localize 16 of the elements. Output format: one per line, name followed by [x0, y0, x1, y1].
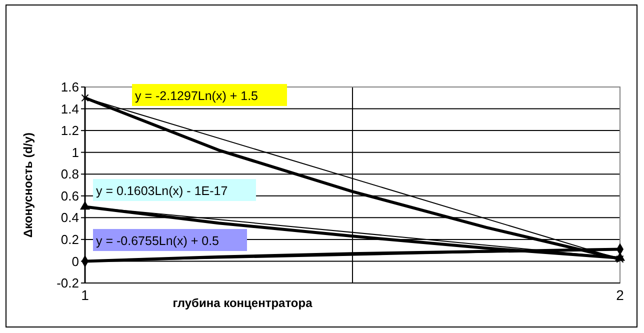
- y-tick-label: 0.8: [60, 166, 79, 182]
- x-axis-title: глубина концентратора: [172, 296, 313, 310]
- y-tick-label: 1.4: [60, 101, 79, 116]
- y-tick-label: 0.4: [60, 210, 79, 226]
- y-tick-label: 1: [72, 144, 79, 160]
- y-tick-label: 0: [72, 254, 79, 269]
- x-tick-label: 2: [616, 287, 624, 303]
- y-tick-label: 0.6: [60, 188, 79, 204]
- annotation: y = -0.6755Ln(x) + 0.5: [96, 234, 220, 248]
- y-axis-title: Δконусность (d/y): [21, 132, 35, 238]
- y-tick-label: 1.6: [60, 80, 79, 95]
- y-tick-label: 0.2: [60, 232, 79, 247]
- y-tick-label: 1.2: [60, 123, 79, 138]
- y-tick-label: -0.2: [56, 276, 79, 291]
- annotation: y = -2.1297Ln(x) + 1.5: [135, 89, 258, 103]
- annotation: y = 0.1603Ln(x) - 1E-17: [96, 184, 228, 198]
